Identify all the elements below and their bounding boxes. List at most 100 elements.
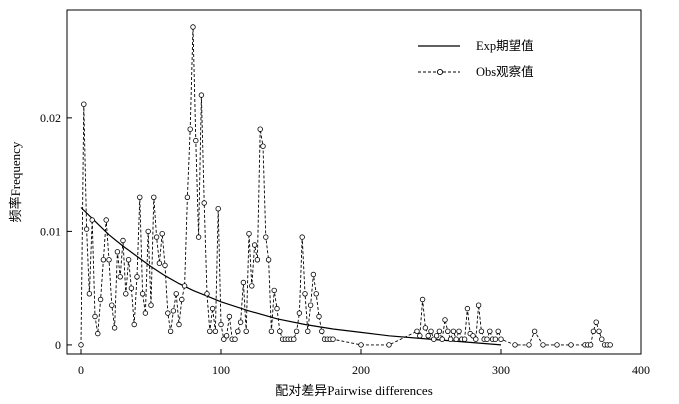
obs-point — [316, 313, 322, 320]
obs-point — [599, 336, 605, 342]
obs-point — [100, 257, 107, 263]
obs-point — [473, 336, 479, 342]
obs-point — [439, 336, 445, 342]
obs-point — [184, 194, 191, 200]
obs-point — [226, 313, 233, 320]
obs-point — [173, 291, 179, 297]
obs-point — [456, 328, 462, 334]
obs-point — [433, 333, 440, 339]
x-tick-label-4: 400 — [632, 363, 650, 377]
obs-point — [78, 342, 84, 348]
obs-point — [431, 336, 437, 342]
obs-point — [293, 328, 300, 334]
obs-point — [131, 321, 137, 328]
obs-point — [187, 126, 193, 132]
obs-point — [330, 336, 336, 342]
obs-point — [277, 328, 283, 334]
obs-point — [587, 342, 594, 348]
obs-point — [128, 285, 135, 291]
axis-tick-labels: 0 100 200 300 400 0 0.01 0.02 — [40, 111, 650, 377]
obs-point — [302, 291, 308, 297]
obs-point — [109, 302, 115, 308]
obs-point — [425, 333, 431, 339]
obs-point — [268, 328, 275, 334]
obs-point — [204, 291, 210, 297]
obs-point — [209, 305, 216, 312]
obs-point — [358, 342, 364, 348]
obs-point — [123, 291, 129, 297]
obs-point — [145, 228, 151, 235]
obs-point — [305, 328, 311, 334]
obs-point — [484, 336, 490, 342]
obs-point — [232, 336, 238, 342]
obs-point — [139, 291, 146, 297]
obs-point — [243, 328, 249, 334]
obs-point — [153, 234, 160, 240]
obs-point — [470, 333, 476, 339]
obs-point — [254, 257, 261, 263]
obs-point — [386, 342, 392, 348]
obs-point — [310, 271, 317, 278]
plot-frame — [66, 9, 642, 355]
obs-point — [265, 257, 272, 263]
obs-point — [167, 328, 174, 334]
obs-point — [165, 310, 171, 316]
axis-ticks — [67, 117, 642, 354]
obs-point — [461, 336, 468, 342]
obs-point — [271, 287, 277, 294]
obs-point — [422, 325, 429, 331]
obs-point — [114, 249, 121, 255]
obs-point — [257, 126, 263, 132]
legend-marker-obs — [436, 68, 444, 76]
obs-point — [117, 274, 123, 280]
obs-point — [296, 310, 303, 316]
obs-point — [475, 302, 482, 308]
obs-point — [492, 336, 499, 342]
obs-point — [125, 257, 132, 263]
y-tick-label-2: 0.02 — [40, 111, 61, 125]
obs-point — [554, 342, 560, 348]
obs-point — [478, 328, 485, 334]
obs-point — [428, 328, 434, 334]
obs-point — [450, 328, 457, 334]
obs-point — [97, 296, 104, 303]
obs-point — [249, 283, 255, 289]
obs-point — [215, 205, 221, 212]
obs-point — [531, 328, 538, 334]
series-obs — [78, 24, 613, 348]
obs-point — [159, 230, 165, 237]
obs-point — [223, 333, 230, 339]
obs-point — [156, 260, 163, 266]
obs-point — [95, 330, 101, 337]
x-tick-label-3: 300 — [492, 363, 510, 377]
obs-point — [201, 200, 207, 206]
x-axis-label: 配对差异Pairwise differences — [275, 383, 433, 398]
obs-point — [181, 283, 188, 289]
obs-point — [568, 342, 574, 348]
obs-point — [251, 242, 258, 248]
obs-point — [526, 342, 532, 348]
obs-point — [81, 101, 87, 107]
obs-point — [190, 24, 196, 30]
obs-point — [607, 342, 613, 348]
obs-point — [593, 319, 599, 325]
obs-point — [86, 291, 93, 297]
obs-point — [83, 226, 90, 232]
obs-point — [417, 333, 423, 339]
obs-point — [495, 328, 501, 334]
obs-point — [235, 328, 241, 334]
obs-point — [291, 336, 297, 342]
obs-point — [436, 328, 443, 334]
obs-point — [512, 342, 518, 348]
obs-point — [596, 328, 602, 334]
obs-point — [162, 262, 168, 269]
obs-point — [103, 217, 109, 223]
obs-point — [195, 234, 202, 240]
obs-point — [151, 194, 157, 200]
x-tick-label-1: 100 — [212, 363, 230, 377]
obs-point — [464, 305, 471, 312]
legend-label-exp: Exp期望值 — [476, 38, 534, 53]
obs-point — [198, 92, 205, 98]
obs-point — [111, 325, 118, 331]
